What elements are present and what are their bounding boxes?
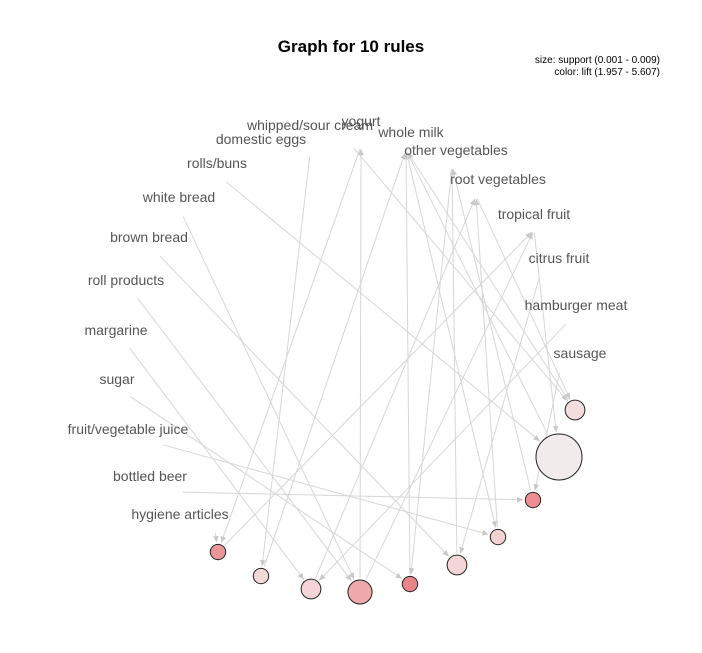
rule-node-r2 <box>489 528 507 546</box>
item-label-rolls-buns: rolls/buns <box>187 155 247 171</box>
edges-layer <box>129 147 571 582</box>
item-label-tropical-fruit: tropical fruit <box>498 206 570 222</box>
item-label-fruit-vegetable-juice: fruit/vegetable juice <box>68 421 189 437</box>
edge-root_vegetables-to-r5 <box>476 198 571 400</box>
edge-r7-to-tropical_fruit <box>365 232 534 580</box>
item-label-root-vegetables: root vegetables <box>450 171 546 187</box>
rule-node-r9 <box>252 567 270 585</box>
edge-r4-to-other_vegetables <box>449 168 458 554</box>
edge-r9-to-whole_milk <box>263 152 406 567</box>
edge-other_vegetables-to-r6 <box>408 168 453 575</box>
edge-r8-to-root_vegetables <box>315 198 476 579</box>
item-label-domestic-eggs: domestic eggs <box>216 131 306 147</box>
rule-node-r7 <box>347 579 373 605</box>
item-label-hygiene-articles: hygiene articles <box>131 506 228 522</box>
rule-node-r5 <box>564 399 586 421</box>
edge-bottled_beer-to-r3 <box>182 491 524 503</box>
edge-citrus_fruit-to-r4 <box>459 277 540 554</box>
edge-whole_milk-to-r2 <box>406 152 498 528</box>
rule-node-r1 <box>535 433 583 481</box>
legend: size: support (0.001 - 0.009) color: lif… <box>535 55 660 79</box>
edge-tropical_fruit-to-r1 <box>533 232 559 433</box>
edge-hygiene_articles-to-r10 <box>213 532 219 543</box>
edge-r7-to-yogurt <box>358 148 364 578</box>
item-label-hamburger-meat: hamburger meat <box>525 297 628 313</box>
edge-r10-to-tropical_fruit <box>224 231 533 546</box>
rule-node-r4 <box>446 554 468 576</box>
edge-sausage-to-r3 <box>533 372 560 491</box>
edge-yogurt-to-r10 <box>220 148 361 544</box>
edge-fruit_vegetable_juice-to-r2 <box>162 444 489 536</box>
item-label-sugar: sugar <box>99 371 134 387</box>
item-label-margarine: margarine <box>84 322 147 338</box>
rule-node-r10 <box>209 543 227 561</box>
edge-r6-to-whole_milk <box>403 152 411 575</box>
edge-r2-to-root_vegetables <box>473 198 498 528</box>
item-label-brown-bread: brown bread <box>110 229 188 245</box>
item-label-roll-products: roll products <box>88 272 164 288</box>
edge-hamburger_meat-to-r8 <box>318 323 567 581</box>
edge-roll_products-to-r7 <box>137 298 352 582</box>
edge-white_bread-to-r7 <box>182 216 355 580</box>
legend-color-text: color: lift (1.957 - 5.607) <box>554 67 660 78</box>
edge-whipped_sour_cream-to-r5 <box>353 147 568 402</box>
item-label-sausage: sausage <box>554 345 607 361</box>
item-label-whole-milk: whole milk <box>377 124 444 140</box>
item-label-bottled-beer: bottled beer <box>113 468 187 484</box>
edge-sugar-to-r6 <box>130 396 403 580</box>
edge-domestic_eggs-to-r9 <box>260 156 311 567</box>
rule-node-r8 <box>300 578 322 600</box>
edge-margarine-to-r8 <box>129 348 305 580</box>
rule-nodes-layer <box>209 399 586 605</box>
edge-rolls_buns-to-r1 <box>225 181 541 442</box>
edge-r1-to-whole_milk <box>406 152 549 435</box>
item-label-citrus-fruit: citrus fruit <box>529 250 590 266</box>
item-label-yogurt: yogurt <box>342 113 381 129</box>
item-label-white-bread: white bread <box>142 189 215 205</box>
rule-node-r3 <box>524 491 542 509</box>
rule-node-r6 <box>401 575 419 593</box>
legend-size-text: size: support (0.001 - 0.009) <box>534 55 660 66</box>
edge-r3-to-other_vegetables <box>451 168 532 491</box>
graph-title: Graph for 10 rules <box>277 37 425 56</box>
item-label-other-vegetables: other vegetables <box>404 142 508 158</box>
item-label-whipped-sour-cream: whipped/sour cream <box>246 117 373 133</box>
